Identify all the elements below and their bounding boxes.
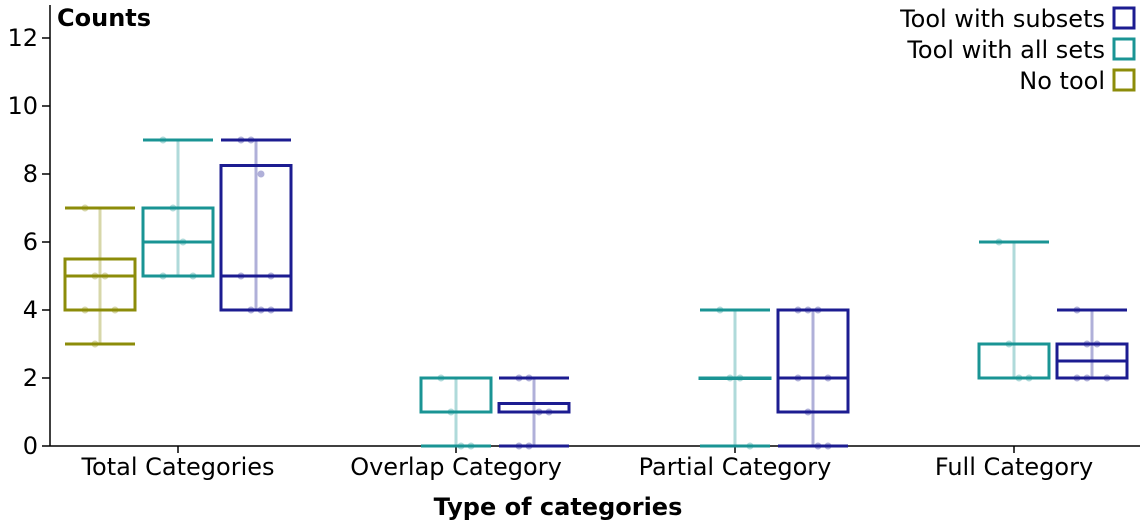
data-point [794, 374, 802, 382]
data-point [81, 306, 89, 314]
box-group [419, 374, 493, 450]
axes [49, 5, 1140, 447]
data-point [257, 306, 265, 314]
data-point [995, 238, 1003, 246]
y-tick-label: 0 [23, 432, 38, 460]
data-point [237, 272, 245, 280]
data-point [1093, 340, 1101, 348]
legend: Tool with subsets Tool with all sets No to… [899, 5, 1136, 95]
box-group [776, 306, 850, 450]
y-ticks: 0 2 4 6 8 10 12 [7, 24, 50, 460]
box-group [698, 306, 772, 450]
data-point [159, 272, 167, 280]
iqr-box [63, 257, 137, 312]
data-point [91, 340, 99, 348]
data-point [267, 306, 275, 314]
data-point [437, 374, 445, 382]
y-tick-label: 2 [23, 364, 38, 392]
data-point [247, 306, 255, 314]
data-point [189, 272, 197, 280]
y-tick-label: 8 [23, 160, 38, 188]
data-point [457, 442, 465, 450]
y-tick-label: 12 [7, 24, 38, 52]
data-point [746, 442, 754, 450]
y-tick-label: 6 [23, 228, 38, 256]
data-point [716, 306, 724, 314]
data-point [1025, 374, 1033, 382]
data-point [101, 272, 109, 280]
data-point [814, 306, 822, 314]
data-point [515, 374, 523, 382]
legend-label: Tool with subsets [899, 5, 1105, 33]
data-point [257, 170, 265, 178]
box-group [219, 136, 293, 314]
data-point [267, 272, 275, 280]
x-tick-label: Partial Category [639, 453, 832, 481]
legend-swatch [1112, 37, 1136, 61]
data-point [726, 374, 734, 382]
data-point [515, 442, 523, 450]
data-point [794, 306, 802, 314]
x-axis-title: Type of categories [434, 493, 683, 521]
y-tick-label: 4 [23, 296, 38, 324]
data-point [824, 442, 832, 450]
data-point [1103, 374, 1111, 382]
box-group [1055, 306, 1129, 382]
data-point [91, 272, 99, 280]
iqr-box [219, 164, 293, 312]
legend-label: Tool with all sets [906, 36, 1105, 64]
data-point [535, 408, 543, 416]
box-group [63, 204, 137, 348]
data-point [169, 204, 177, 212]
x-ticks: Total Categories Overlap Category Partial … [80, 446, 1093, 481]
data-point [736, 374, 744, 382]
iqr-box [776, 308, 850, 414]
data-point [247, 136, 255, 144]
data-point [804, 306, 812, 314]
data-point [1073, 306, 1081, 314]
data-point [804, 408, 812, 416]
x-tick-label: Total Categories [80, 453, 274, 481]
box-group [497, 374, 571, 450]
data-point [545, 408, 553, 416]
data-point [1083, 340, 1091, 348]
data-point [1005, 340, 1013, 348]
legend-label: No tool [1019, 67, 1105, 95]
box-group [977, 238, 1051, 382]
y-axis-title: Counts [57, 4, 151, 32]
box-group [141, 136, 215, 280]
y-tick-label: 10 [7, 92, 38, 120]
data-point [1015, 374, 1023, 382]
data-point [525, 374, 533, 382]
data-point [447, 408, 455, 416]
data-point [525, 442, 533, 450]
data-point [814, 442, 822, 450]
data-point [1083, 374, 1091, 382]
data-point [1073, 374, 1081, 382]
x-tick-label: Full Category [935, 453, 1093, 481]
data-point [159, 136, 167, 144]
data-point [824, 374, 832, 382]
legend-swatch [1112, 6, 1136, 30]
data-point [237, 136, 245, 144]
data-point [111, 306, 119, 314]
x-tick-label: Overlap Category [350, 453, 562, 481]
data-point [467, 442, 475, 450]
plot-area [63, 136, 1129, 450]
legend-swatch [1112, 68, 1136, 92]
data-point [179, 238, 187, 246]
data-point [81, 204, 89, 212]
